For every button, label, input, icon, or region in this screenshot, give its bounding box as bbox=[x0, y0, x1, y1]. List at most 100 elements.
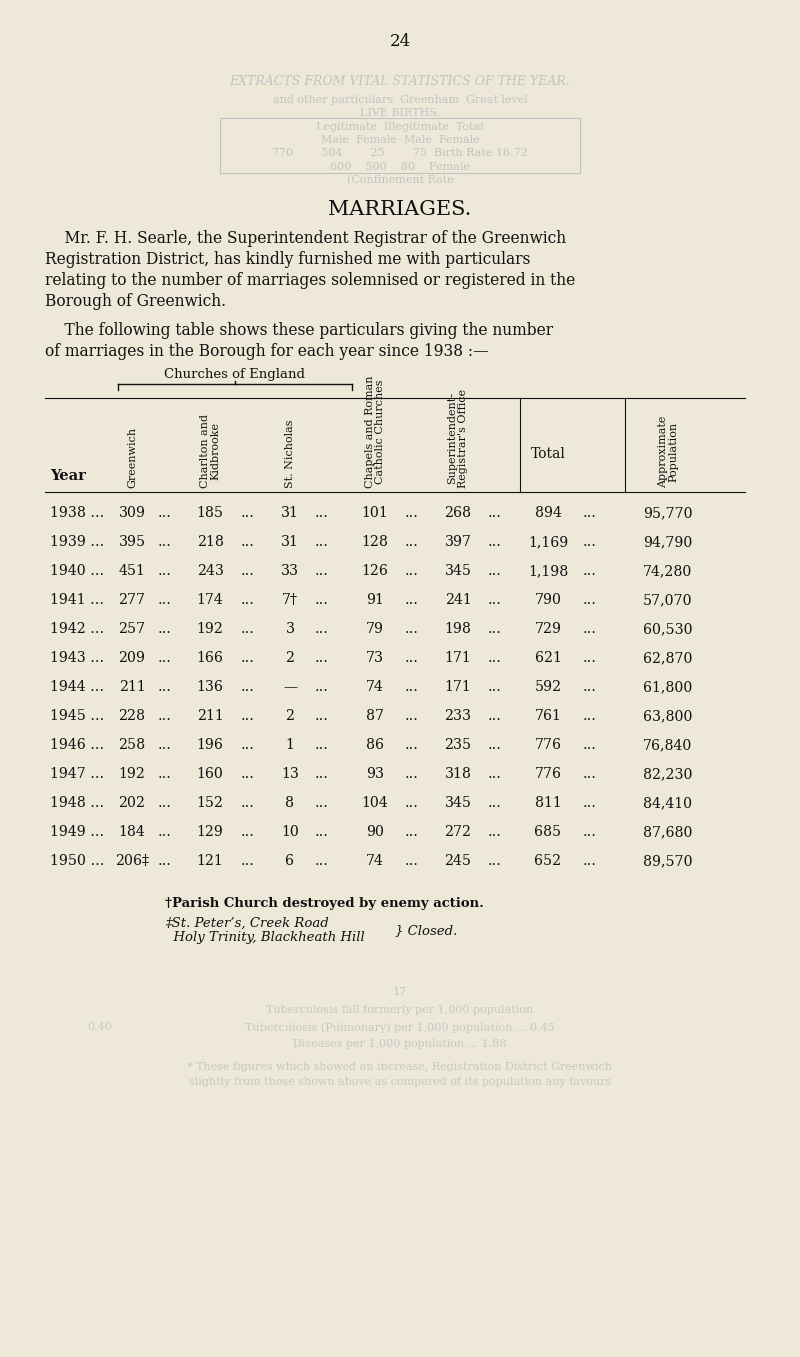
Text: ...: ... bbox=[158, 593, 172, 607]
Text: 86: 86 bbox=[366, 738, 384, 752]
Text: 192: 192 bbox=[118, 767, 146, 782]
Text: Diseases per 1,000 population ... 1.88: Diseases per 1,000 population ... 1.88 bbox=[294, 1039, 506, 1049]
Text: 345: 345 bbox=[445, 565, 471, 578]
Text: 228: 228 bbox=[118, 708, 146, 723]
Text: 129: 129 bbox=[197, 825, 223, 839]
Text: 57,070: 57,070 bbox=[643, 593, 693, 607]
Text: ...: ... bbox=[488, 708, 502, 723]
Text: —: — bbox=[283, 680, 297, 693]
Text: ...: ... bbox=[315, 738, 329, 752]
Text: ...: ... bbox=[583, 708, 597, 723]
Text: ...: ... bbox=[158, 854, 172, 868]
Text: ...: ... bbox=[405, 767, 419, 782]
Text: 126: 126 bbox=[362, 565, 389, 578]
Text: 209: 209 bbox=[118, 651, 146, 665]
Text: ...: ... bbox=[158, 651, 172, 665]
Text: 1,198: 1,198 bbox=[528, 565, 568, 578]
Text: 74: 74 bbox=[366, 854, 384, 868]
Text: 776: 776 bbox=[534, 738, 562, 752]
Text: Total: Total bbox=[530, 446, 566, 461]
Text: Holy Trinity, Blackheath Hill: Holy Trinity, Blackheath Hill bbox=[165, 931, 365, 944]
Text: 84,410: 84,410 bbox=[643, 797, 693, 810]
Text: ...: ... bbox=[488, 825, 502, 839]
Text: 198: 198 bbox=[445, 622, 471, 636]
Text: 74: 74 bbox=[366, 680, 384, 693]
Text: ...: ... bbox=[488, 506, 502, 520]
Text: ...: ... bbox=[405, 854, 419, 868]
Text: 1947 ...: 1947 ... bbox=[50, 767, 104, 782]
Text: 894: 894 bbox=[534, 506, 562, 520]
Text: ...: ... bbox=[315, 708, 329, 723]
Text: ...: ... bbox=[315, 651, 329, 665]
Text: of marriages in the Borough for each year since 1938 :—: of marriages in the Borough for each yea… bbox=[45, 343, 489, 360]
Text: 258: 258 bbox=[118, 738, 146, 752]
Text: ...: ... bbox=[583, 738, 597, 752]
Text: Registration District, has kindly furnished me with particulars: Registration District, has kindly furnis… bbox=[45, 251, 530, 267]
Text: ...: ... bbox=[583, 622, 597, 636]
Text: 160: 160 bbox=[197, 767, 223, 782]
Text: 235: 235 bbox=[445, 738, 471, 752]
Text: ...: ... bbox=[583, 535, 597, 550]
Text: ...: ... bbox=[158, 738, 172, 752]
Text: ...: ... bbox=[405, 738, 419, 752]
Text: 31: 31 bbox=[281, 535, 299, 550]
Text: ...: ... bbox=[241, 535, 255, 550]
Text: ‡St. Peter’s, Creek Road: ‡St. Peter’s, Creek Road bbox=[165, 917, 329, 930]
Text: Tuberculosis (Pulmonary) per 1,000 population ... 0.45: Tuberculosis (Pulmonary) per 1,000 popul… bbox=[245, 1022, 555, 1033]
Text: ...: ... bbox=[158, 680, 172, 693]
Text: ...: ... bbox=[158, 797, 172, 810]
Text: 395: 395 bbox=[118, 535, 146, 550]
Text: 104: 104 bbox=[362, 797, 388, 810]
Text: ...: ... bbox=[241, 622, 255, 636]
Text: 1938 ...: 1938 ... bbox=[50, 506, 104, 520]
Text: relating to the number of marriages solemnised or registered in the: relating to the number of marriages sole… bbox=[45, 271, 575, 289]
Text: ...: ... bbox=[315, 622, 329, 636]
Text: ...: ... bbox=[405, 797, 419, 810]
Text: 1949 ...: 1949 ... bbox=[50, 825, 104, 839]
Text: 257: 257 bbox=[118, 622, 146, 636]
Text: ...: ... bbox=[583, 506, 597, 520]
Text: Greenwich: Greenwich bbox=[127, 427, 137, 489]
Text: 8: 8 bbox=[286, 797, 294, 810]
Text: 192: 192 bbox=[197, 622, 223, 636]
Text: 3: 3 bbox=[286, 622, 294, 636]
Text: 652: 652 bbox=[534, 854, 562, 868]
Text: Mr. F. H. Searle, the Superintendent Registrar of the Greenwich: Mr. F. H. Searle, the Superintendent Reg… bbox=[45, 229, 566, 247]
Text: 218: 218 bbox=[197, 535, 223, 550]
Text: 60,530: 60,530 bbox=[643, 622, 693, 636]
Text: 1950 ...: 1950 ... bbox=[50, 854, 104, 868]
Text: 61,800: 61,800 bbox=[643, 680, 693, 693]
Text: ...: ... bbox=[583, 651, 597, 665]
Text: 90: 90 bbox=[366, 825, 384, 839]
Text: ...: ... bbox=[241, 651, 255, 665]
Text: Tuberculosis fall formerly per 1,000 population: Tuberculosis fall formerly per 1,000 pop… bbox=[266, 1006, 534, 1015]
Text: 76,840: 76,840 bbox=[643, 738, 693, 752]
Text: 128: 128 bbox=[362, 535, 389, 550]
Text: 761: 761 bbox=[534, 708, 562, 723]
Text: 166: 166 bbox=[197, 651, 223, 665]
Text: 1940 ...: 1940 ... bbox=[50, 565, 104, 578]
Text: 592: 592 bbox=[534, 680, 562, 693]
Text: 1: 1 bbox=[286, 738, 294, 752]
Text: ...: ... bbox=[488, 680, 502, 693]
Text: ...: ... bbox=[241, 767, 255, 782]
Text: ...: ... bbox=[405, 535, 419, 550]
Text: †Parish Church destroyed by enemy action.: †Parish Church destroyed by enemy action… bbox=[165, 897, 484, 911]
Text: LIVE BIRTHS.: LIVE BIRTHS. bbox=[360, 109, 440, 118]
Text: ...: ... bbox=[241, 506, 255, 520]
Text: 2: 2 bbox=[286, 708, 294, 723]
Text: ...: ... bbox=[488, 565, 502, 578]
Text: ...: ... bbox=[315, 593, 329, 607]
Text: 121: 121 bbox=[197, 854, 223, 868]
Text: 206‡: 206‡ bbox=[115, 854, 149, 868]
Text: ...: ... bbox=[158, 622, 172, 636]
Text: ...: ... bbox=[405, 708, 419, 723]
Text: ...: ... bbox=[315, 825, 329, 839]
Text: 136: 136 bbox=[197, 680, 223, 693]
Text: 1939 ...: 1939 ... bbox=[50, 535, 104, 550]
Text: 171: 171 bbox=[445, 680, 471, 693]
Text: 196: 196 bbox=[197, 738, 223, 752]
Text: 1942 ...: 1942 ... bbox=[50, 622, 104, 636]
Text: ...: ... bbox=[315, 797, 329, 810]
Text: 621: 621 bbox=[534, 651, 562, 665]
